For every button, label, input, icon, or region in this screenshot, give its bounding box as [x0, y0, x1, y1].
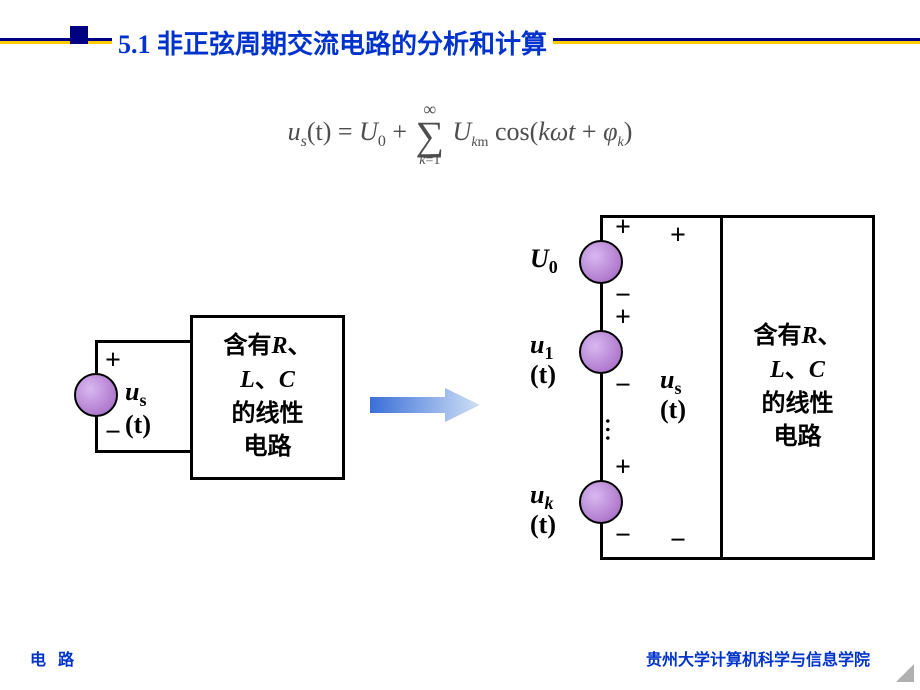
source-u1 [579, 330, 623, 374]
us-t-label: (t) [125, 410, 151, 440]
eq-u: u [288, 117, 301, 146]
box-line4: 电路 [723, 421, 872, 455]
U0-plus: + [615, 212, 631, 244]
us-minus-r: − [670, 525, 686, 557]
r2: R [801, 323, 817, 349]
fourier-equation: us(t) = U0 + ∞ ∑ k=1 Ukm cos(kωt + φk) [0, 100, 920, 168]
eq-u-arg: (t) [307, 117, 332, 146]
box-line2: L、C [193, 364, 342, 398]
page-title: 5.1 非正弦周期交流电路的分析和计算 [112, 24, 553, 61]
eq-phi: φ [603, 117, 617, 146]
title-bullet [70, 26, 88, 44]
eq-lhs: us(t) [288, 117, 338, 146]
u1t: (t) [530, 360, 556, 389]
t2: R [271, 333, 287, 359]
us-t-label-r: (t) [660, 395, 686, 425]
t6: C [279, 367, 295, 393]
us-sub: s [139, 390, 146, 410]
page-corner-icon [896, 664, 914, 682]
t5: 、 [255, 367, 279, 393]
box-line3: 的线性 [723, 388, 872, 422]
eq-plus2: + [575, 117, 603, 146]
r5: 、 [785, 357, 809, 383]
source-us [74, 373, 118, 417]
uku: u [530, 480, 544, 509]
ukt: (t) [530, 510, 556, 539]
u1u: u [530, 330, 544, 359]
box-line1: 含有R、 [723, 320, 872, 354]
usrt: (t) [660, 395, 686, 424]
us-plus-r: + [670, 220, 686, 252]
right-circuit: 含有R、 L、C 的线性 电路 + − U0 + − u1 (t) ... + … [500, 200, 900, 600]
usru: u [660, 365, 674, 394]
r6: C [809, 357, 825, 383]
us-label: us [125, 377, 146, 411]
wire-top [95, 340, 193, 343]
eq-Ukm: Ukm [453, 117, 489, 146]
eq-equals: = [338, 117, 359, 146]
wire-bottom-r [600, 557, 723, 560]
eq-plus1: + [392, 117, 413, 146]
title-bar: 5.1 非正弦周期交流电路的分析和计算 [0, 20, 920, 60]
minus-sign: − [105, 417, 121, 449]
footer-right: 贵州大学计算机科学与信息学院 [646, 646, 870, 670]
uk-minus: − [615, 520, 631, 552]
sigma-block: ∞ ∑ k=1 [416, 100, 445, 168]
t3: 、 [288, 333, 312, 359]
box-line1: 含有R、 [193, 330, 342, 364]
uk-plus: + [615, 452, 631, 484]
r1: 含有 [753, 323, 801, 349]
eq-Ukm-m: m [478, 135, 489, 150]
U0-label: U0 [530, 244, 558, 278]
eq-k: k [538, 117, 550, 146]
left-network-box: 含有R、 L、C 的线性 电路 [190, 315, 345, 480]
eq-U0: U0 [359, 117, 386, 146]
right-network-box: 含有R、 L、C 的线性 电路 [720, 215, 875, 560]
sigma-eq1: =1 [425, 153, 440, 168]
eq-Ukm-U: U [453, 117, 472, 146]
u1-plus: + [615, 302, 631, 334]
left-circuit: 含有R、 L、C 的线性 电路 + − us (t) [65, 305, 365, 505]
U0s: 0 [549, 257, 558, 277]
eq-omega: ω [550, 117, 568, 146]
us-u: u [125, 377, 139, 406]
u1-minus: − [615, 370, 631, 402]
r3: 、 [818, 323, 842, 349]
t1: 含有 [223, 333, 271, 359]
plus-sign: + [105, 345, 121, 377]
t4: L [240, 367, 255, 393]
footer-left: 电 路 [30, 646, 78, 670]
us-t: (t) [125, 410, 151, 439]
arrow-icon [370, 388, 480, 422]
wire-bottom [95, 450, 193, 453]
ellipsis-icon: ... [600, 418, 626, 444]
sigma-bottom: k=1 [416, 154, 445, 168]
eq-close: ) [624, 117, 633, 146]
box-line4: 电路 [193, 431, 342, 465]
eq-cos: cos( [495, 117, 538, 146]
source-uk [579, 480, 623, 524]
eq-U0-sub: 0 [378, 133, 386, 150]
box-line3: 的线性 [193, 398, 342, 432]
uk-t-label: (t) [530, 510, 556, 540]
r4: L [770, 357, 785, 383]
box-line2: L、C [723, 354, 872, 388]
source-U0 [579, 240, 623, 284]
u1-t-label: (t) [530, 360, 556, 390]
eq-U0-U: U [359, 117, 378, 146]
U0u: U [530, 244, 549, 273]
sigma-symbol: ∑ [416, 118, 445, 154]
